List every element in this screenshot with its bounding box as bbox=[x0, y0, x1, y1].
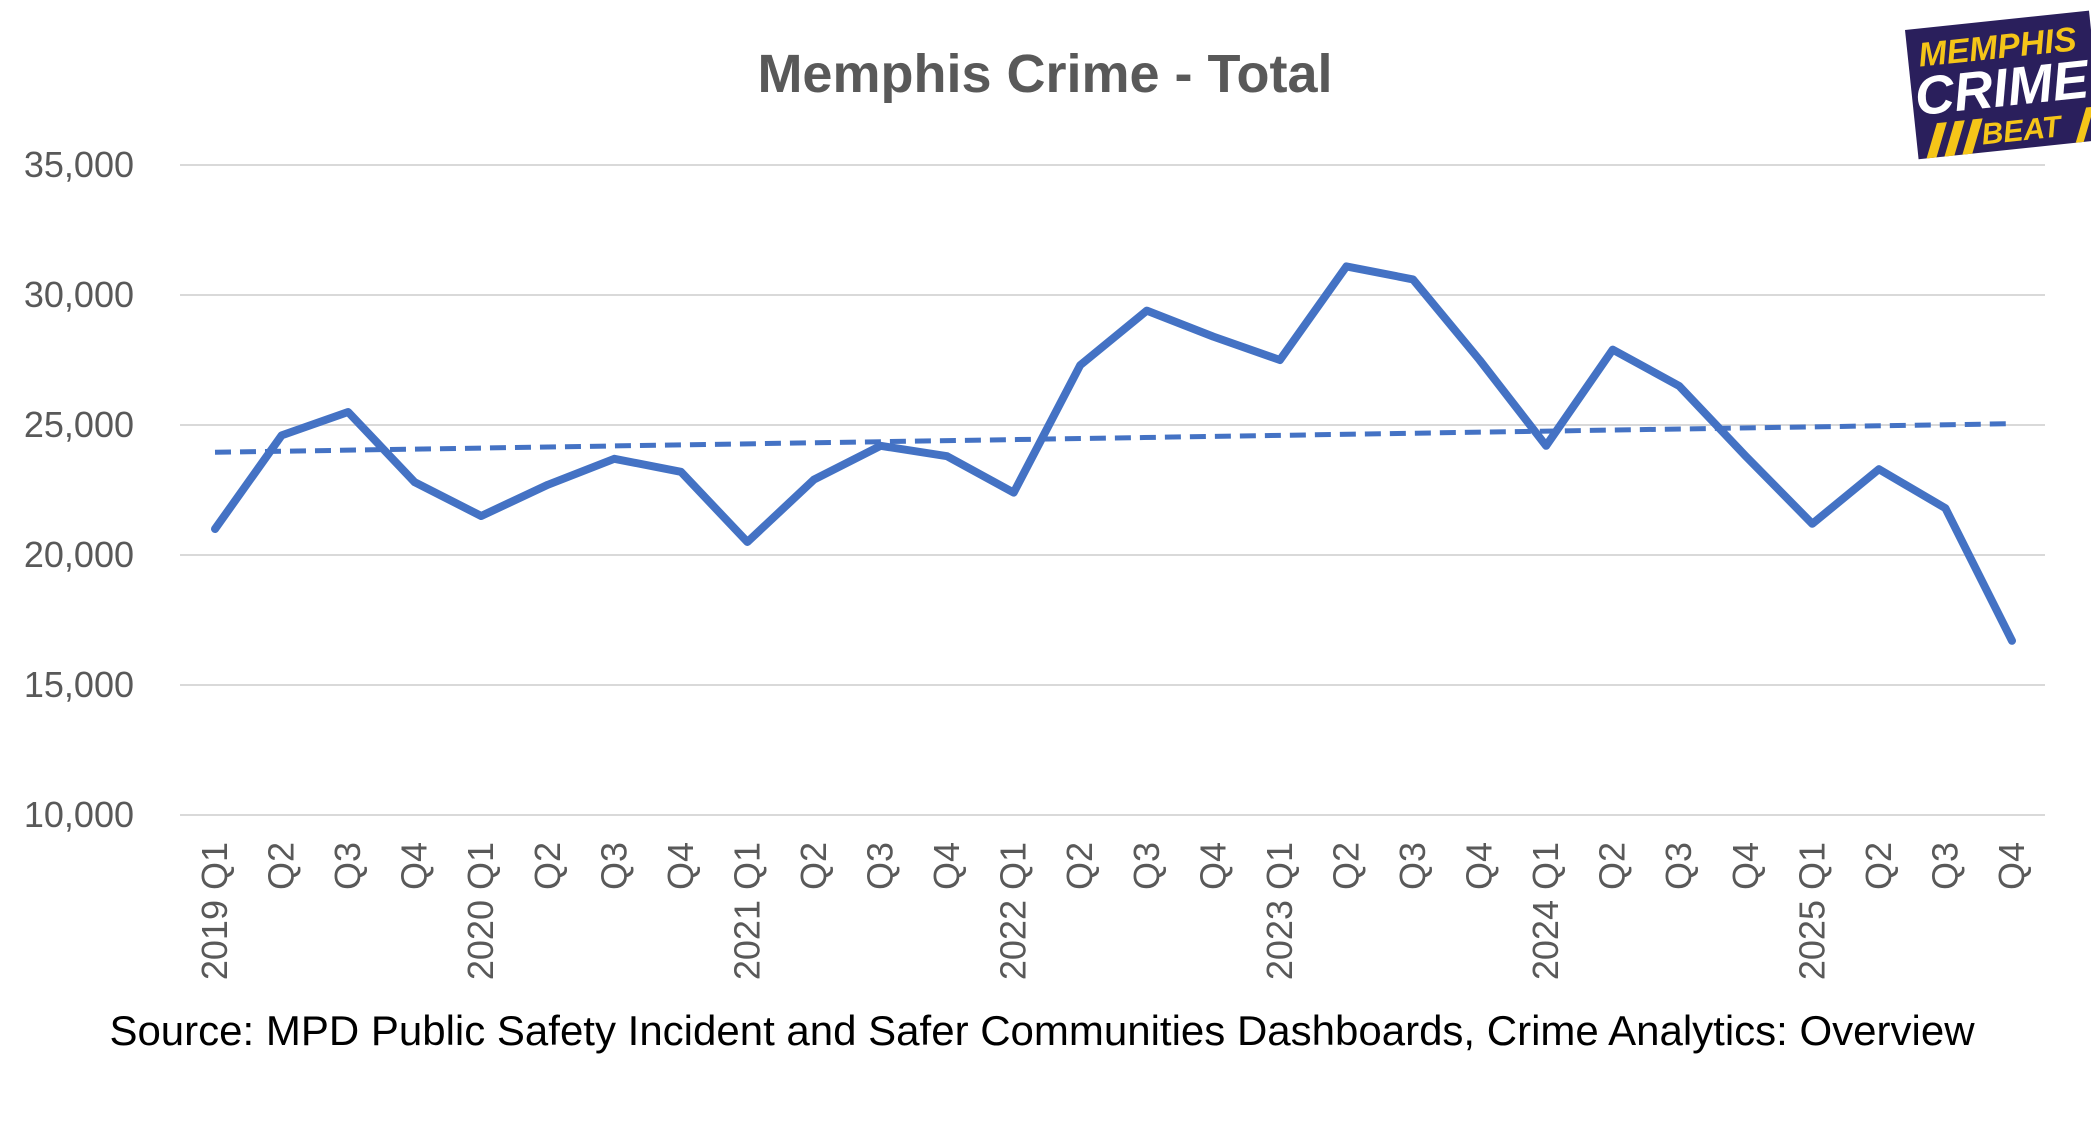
data-point bbox=[1611, 348, 1615, 352]
x-tick-label: Q3 bbox=[327, 842, 368, 890]
logo-background bbox=[1905, 10, 2091, 160]
source-note: Source: MPD Public Safety Incident and S… bbox=[109, 1007, 1975, 1054]
x-tick-label: 2019 Q1 bbox=[194, 842, 235, 980]
y-tick-label: 10,000 bbox=[24, 794, 134, 835]
series-line bbox=[211, 262, 2016, 645]
logo-stripe bbox=[1962, 118, 1983, 155]
data-point bbox=[1278, 358, 1282, 362]
x-tick-label: Q3 bbox=[1126, 842, 1167, 890]
y-tick-label: 25,000 bbox=[24, 404, 134, 445]
data-point bbox=[346, 410, 350, 414]
x-tick-label: Q4 bbox=[1192, 842, 1233, 890]
y-tick-label: 15,000 bbox=[24, 664, 134, 705]
data-point bbox=[413, 480, 417, 484]
logo-stripe bbox=[2075, 106, 2091, 143]
logo-stripe bbox=[1944, 120, 1965, 157]
data-point bbox=[1810, 522, 1814, 526]
x-tick-label: Q3 bbox=[1658, 842, 1699, 890]
data-point bbox=[1677, 384, 1681, 388]
x-tick-label: Q4 bbox=[1725, 842, 1766, 890]
x-tick-label: Q4 bbox=[926, 842, 967, 890]
logo-stripes bbox=[1926, 106, 2091, 159]
x-tick-label: Q2 bbox=[793, 842, 834, 890]
data-point bbox=[479, 514, 483, 518]
data-point bbox=[1145, 309, 1149, 313]
y-tick-label: 35,000 bbox=[24, 144, 134, 185]
data-point bbox=[945, 454, 949, 458]
data-point bbox=[1012, 491, 1016, 495]
x-tick-label: 2025 Q1 bbox=[1791, 842, 1832, 980]
x-tick-label: Q2 bbox=[1325, 842, 1366, 890]
x-tick-label: 2024 Q1 bbox=[1525, 842, 1566, 980]
y-axis-ticks: 10,000 15,000 20,000 25,000 30,000 35,000 bbox=[24, 144, 134, 835]
x-tick-label: Q2 bbox=[1858, 842, 1899, 890]
data-point bbox=[546, 483, 550, 487]
data-point bbox=[280, 433, 284, 437]
data-point bbox=[1344, 264, 1348, 268]
memphis-crime-beat-logo: MEMPHIS CRIME BEAT bbox=[1905, 10, 2091, 160]
x-tick-label: 2021 Q1 bbox=[726, 842, 767, 980]
data-point bbox=[1478, 358, 1482, 362]
chart-title: Memphis Crime - Total bbox=[757, 44, 1332, 104]
x-tick-label: Q4 bbox=[1459, 842, 1500, 890]
logo-stripe bbox=[1926, 122, 1947, 159]
x-axis-ticks: 2019 Q1 Q2 Q3 Q4 2020 Q1 Q2 Q3 Q4 2021 Q1 Q2 Q3 Q4 2… bbox=[194, 842, 2032, 980]
data-point bbox=[1411, 277, 1415, 281]
data-point bbox=[612, 457, 616, 461]
x-tick-label: Q2 bbox=[1059, 842, 1100, 890]
gridlines bbox=[180, 164, 2045, 816]
x-tick-label: Q3 bbox=[1392, 842, 1433, 890]
data-point bbox=[1211, 335, 1215, 339]
x-tick-label: Q4 bbox=[660, 842, 701, 890]
data-point bbox=[812, 478, 816, 482]
data-point bbox=[213, 527, 217, 531]
x-tick-label: 2023 Q1 bbox=[1259, 842, 1300, 980]
data-point bbox=[745, 540, 749, 544]
x-tick-label: Q4 bbox=[394, 842, 435, 890]
data-point bbox=[679, 470, 683, 474]
y-tick-label: 20,000 bbox=[24, 534, 134, 575]
x-tick-label: Q3 bbox=[593, 842, 634, 890]
data-point bbox=[1877, 467, 1881, 471]
series-layer bbox=[211, 262, 2016, 645]
y-tick-label: 30,000 bbox=[24, 274, 134, 315]
x-tick-label: Q2 bbox=[527, 842, 568, 890]
data-point bbox=[1544, 444, 1548, 448]
data-point bbox=[1078, 363, 1082, 367]
x-tick-label: 2020 Q1 bbox=[460, 842, 501, 980]
x-tick-label: Q2 bbox=[1592, 842, 1633, 890]
x-tick-label: 2022 Q1 bbox=[993, 842, 1034, 980]
data-point bbox=[1943, 506, 1947, 510]
x-tick-label: Q3 bbox=[1924, 842, 1965, 890]
x-tick-label: Q4 bbox=[1991, 842, 2032, 890]
data-point bbox=[879, 444, 883, 448]
x-tick-label: Q3 bbox=[860, 842, 901, 890]
data-point bbox=[2010, 639, 2014, 643]
x-tick-label: Q2 bbox=[261, 842, 302, 890]
data-point bbox=[1744, 454, 1748, 458]
